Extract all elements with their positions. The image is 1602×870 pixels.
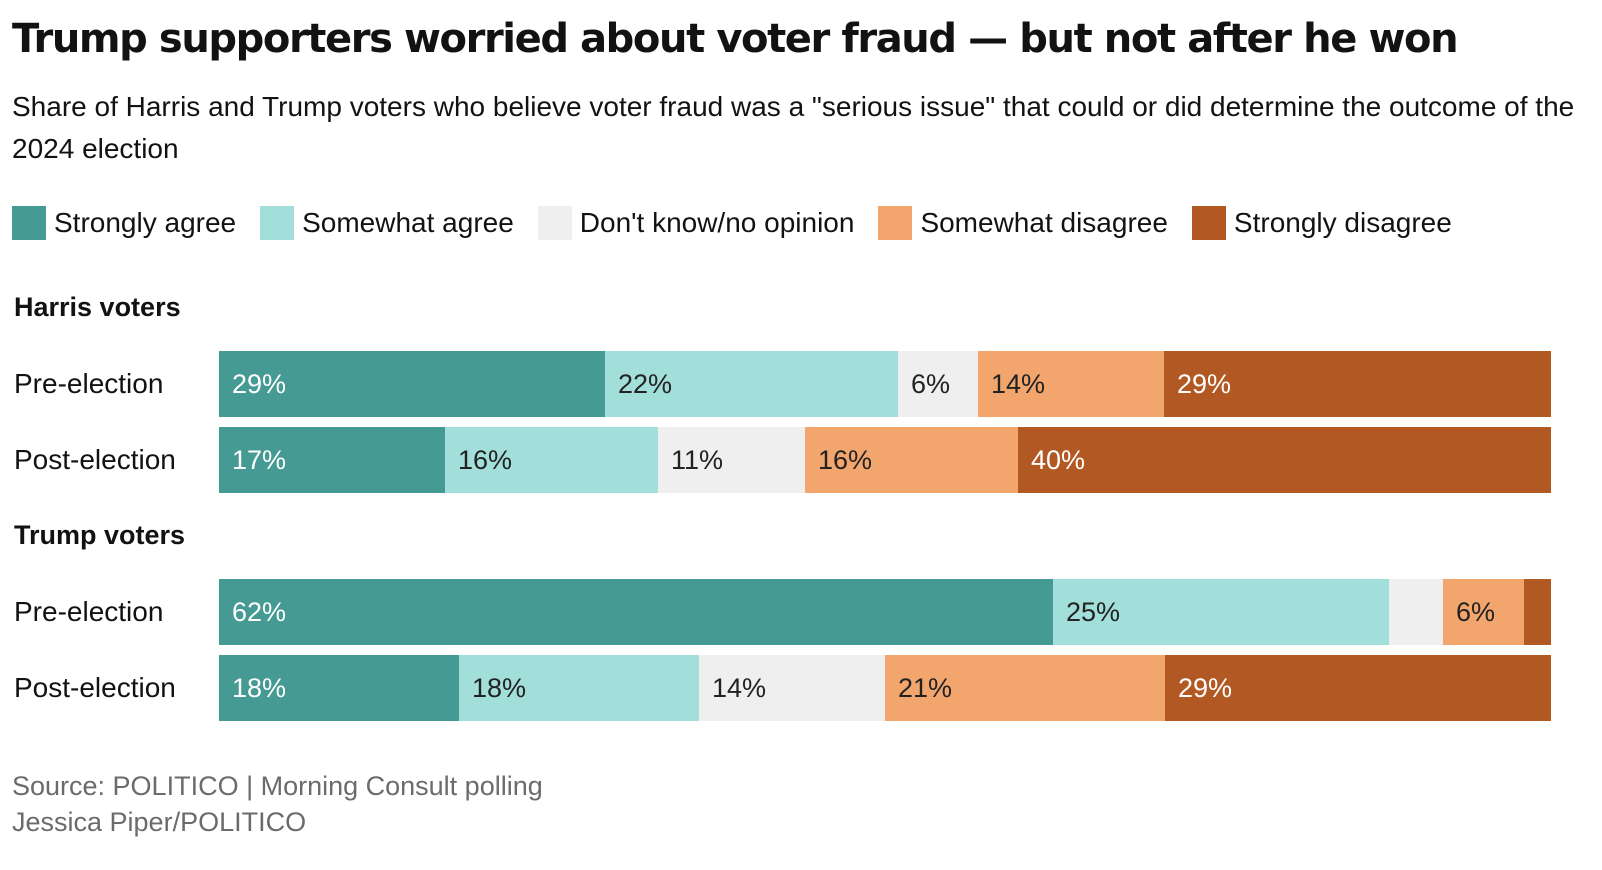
data-label: 22% bbox=[618, 369, 673, 399]
bar-segment: 21% bbox=[885, 655, 1165, 721]
data-label: 16% bbox=[458, 445, 513, 475]
bar-segment: 40% bbox=[1018, 427, 1551, 493]
legend-swatch bbox=[1191, 206, 1226, 240]
legend-label: Somewhat agree bbox=[302, 207, 514, 238]
bar-segment: 6% bbox=[898, 351, 978, 417]
data-label: 29% bbox=[232, 369, 287, 399]
bar-segment: 29% bbox=[1164, 351, 1551, 417]
stacked-bar: 62% 25% 6% bbox=[219, 579, 1551, 645]
legend-item: Somewhat disagree bbox=[878, 206, 1168, 240]
bar-segment bbox=[1524, 579, 1551, 645]
bar-segment: 16% bbox=[805, 427, 1018, 493]
data-label: 6% bbox=[911, 369, 951, 399]
data-label: 62% bbox=[232, 597, 287, 627]
data-label: 6% bbox=[1456, 597, 1496, 627]
source-line: Source: POLITICO | Morning Consult polli… bbox=[12, 771, 543, 801]
legend-swatch bbox=[12, 206, 46, 240]
stacked-bar: 18% 18% 14% 21% 29% bbox=[219, 655, 1551, 721]
legend-label: Don't know/no opinion bbox=[579, 207, 855, 238]
data-label: 29% bbox=[1178, 673, 1233, 703]
data-label: 11% bbox=[671, 445, 724, 475]
data-label: 16% bbox=[818, 445, 873, 475]
chart-subtitle: Share of Harris and Trump voters who bel… bbox=[12, 91, 1575, 164]
data-label: 14% bbox=[991, 369, 1046, 399]
bar-segment: 25% bbox=[1053, 579, 1389, 645]
bar-segment: 29% bbox=[1165, 655, 1551, 721]
data-label: 40% bbox=[1031, 445, 1086, 475]
stacked-bar: 29% 22% 6% 14% 29% bbox=[219, 351, 1551, 417]
bar-segment: 62% bbox=[219, 579, 1053, 645]
data-label: 18% bbox=[232, 673, 287, 703]
legend-swatch bbox=[878, 206, 913, 240]
data-label: 18% bbox=[472, 673, 527, 703]
stacked-bar: 17% 16% 11% 16% 40% bbox=[219, 427, 1551, 493]
credit-line: Jessica Piper/POLITICO bbox=[12, 807, 307, 837]
data-label: 25% bbox=[1066, 597, 1121, 627]
bar-segment: 29% bbox=[219, 351, 605, 417]
row-label: Pre-election bbox=[14, 368, 164, 399]
group-label: Harris voters bbox=[14, 292, 181, 322]
legend-item: Strongly agree bbox=[12, 206, 236, 240]
legend-label: Somewhat disagree bbox=[920, 207, 1168, 238]
chart-title: Trump supporters worried about voter fra… bbox=[12, 16, 1459, 62]
legend-item: Somewhat agree bbox=[260, 206, 514, 240]
legend-item: Strongly disagree bbox=[1191, 206, 1452, 240]
bar-segment bbox=[1389, 579, 1443, 645]
bar-segment: 14% bbox=[699, 655, 885, 721]
bar-segment: 18% bbox=[459, 655, 699, 721]
legend: Strongly agree Somewhat agree Don't know/n… bbox=[12, 204, 1476, 242]
bar-segment: 22% bbox=[605, 351, 898, 417]
data-label: 14% bbox=[712, 673, 767, 703]
data-label: 29% bbox=[1177, 369, 1232, 399]
legend-label: Strongly agree bbox=[54, 207, 237, 238]
legend-swatch bbox=[260, 206, 295, 240]
legend-swatch bbox=[537, 206, 572, 240]
row-label: Post-election bbox=[14, 672, 176, 703]
row-label: Post-election bbox=[14, 444, 176, 475]
row-label: Pre-election bbox=[14, 596, 164, 627]
bar-segment: 14% bbox=[978, 351, 1164, 417]
legend-item: Don't know/no opinion bbox=[537, 206, 855, 240]
bar-segment: 6% bbox=[1443, 579, 1524, 645]
bar-segment: 11% bbox=[658, 427, 805, 493]
data-label: 17% bbox=[232, 445, 287, 475]
group-label: Trump voters bbox=[14, 520, 186, 550]
data-label: 21% bbox=[898, 673, 953, 703]
legend-label: Strongly disagree bbox=[1233, 207, 1452, 238]
bar-segment: 16% bbox=[445, 427, 658, 493]
source-note: Source: POLITICO | Morning Consult polli… bbox=[12, 768, 543, 840]
bar-segment: 18% bbox=[219, 655, 459, 721]
bar-segment: 17% bbox=[219, 427, 445, 493]
